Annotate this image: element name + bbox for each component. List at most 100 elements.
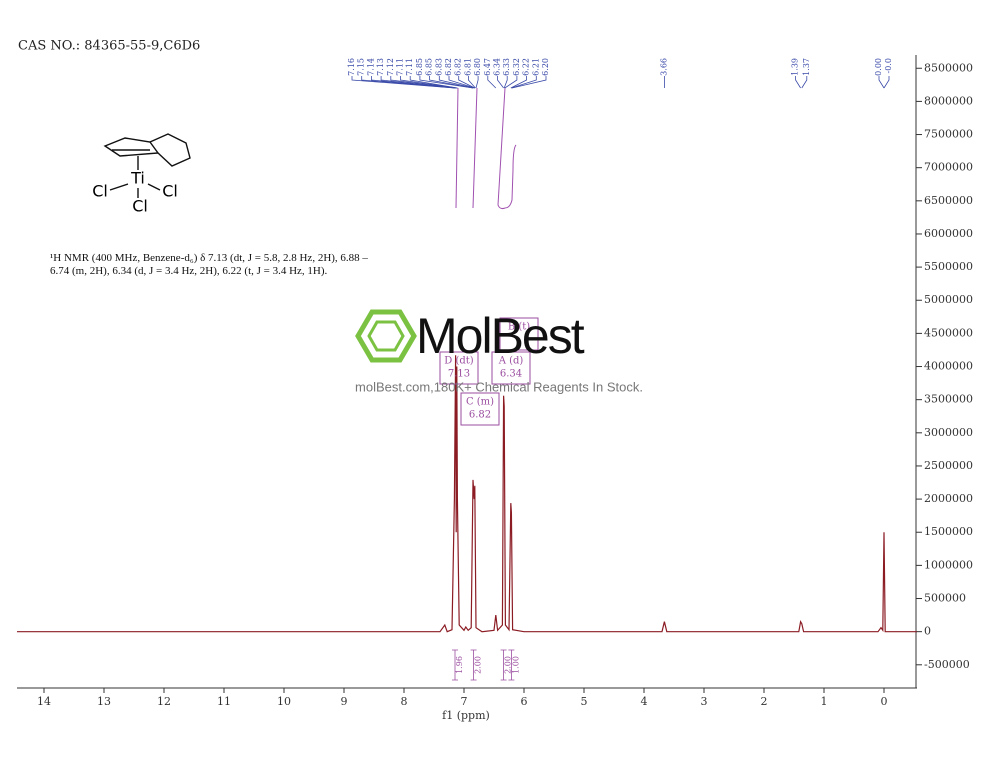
multiplet-label: B (t) <box>508 322 530 333</box>
y-tick-label: 500000 <box>924 592 966 605</box>
peak-connector <box>380 76 457 89</box>
peak-label: 0.00 <box>874 58 883 76</box>
peak-label: 7.11 <box>405 58 414 76</box>
peak-connector <box>883 76 890 89</box>
nmr-description: ¹H NMR (400 MHz, Benzene-d₆) δ 7.13 (dt,… <box>50 252 368 277</box>
peak-label: 6.34 <box>493 58 502 76</box>
structure <box>103 133 191 198</box>
integral-curve <box>497 87 506 210</box>
multiplet-box <box>491 351 531 385</box>
peak-label: 6.32 <box>512 58 521 76</box>
peak-label: -0.0 <box>884 58 893 73</box>
y-tick-label: 5500000 <box>924 260 973 273</box>
cp-ring <box>103 137 160 157</box>
x-tick-label: 3 <box>701 695 708 708</box>
peak-connector <box>429 76 474 89</box>
atom: Cl <box>92 182 108 201</box>
integral-curve <box>472 87 478 209</box>
peak-label: 7.11 <box>396 58 405 76</box>
atom: Cl <box>132 197 148 216</box>
benzo-ring <box>149 133 191 167</box>
peak-connector <box>419 76 474 89</box>
peak-connector <box>400 76 458 89</box>
peak-connector <box>487 76 497 89</box>
x-tick-label: 13 <box>97 695 111 708</box>
peak-label: 6.47 <box>483 58 492 76</box>
peak-connector <box>510 76 527 89</box>
peak-label: 6.81 <box>463 58 472 76</box>
y-tick-label: 5000000 <box>924 293 973 306</box>
y-tick-label: 6500000 <box>924 194 973 207</box>
peak-label: 7.14 <box>366 58 375 76</box>
y-tick-label: 1000000 <box>924 558 973 571</box>
peak-label: 3.66 <box>659 58 668 76</box>
peak-label: 1.37 <box>802 58 811 76</box>
peak-connector <box>438 76 475 89</box>
y-tick-label: 2000000 <box>924 492 973 505</box>
integral-label: 1.96 <box>455 656 464 674</box>
peak-connector <box>795 76 801 89</box>
x-tick-label: 5 <box>581 695 588 708</box>
chart-title: CAS NO.: 84365-55-9,C6D6 <box>18 39 200 54</box>
peak-label: 7.15 <box>357 58 366 76</box>
x-tick-label: 7 <box>461 695 468 708</box>
peak-connector <box>468 76 476 89</box>
peak-connector <box>448 76 475 89</box>
watermark-name: MolBest <box>416 308 585 364</box>
multiplet-label: A (d) <box>498 356 524 367</box>
integral-label: 2.00 <box>504 656 513 674</box>
peak-label: 1.39 <box>791 58 800 76</box>
integral-curves <box>455 87 517 210</box>
peak-connector <box>504 76 518 89</box>
x-tick-label: 9 <box>341 695 348 708</box>
nmr-text-box: ¹H NMR (400 MHz, Benzene-d₆) δ 7.13 (dt,… <box>50 252 368 277</box>
y-tick-label: 8000000 <box>924 94 973 107</box>
x-tick-label: 12 <box>157 695 171 708</box>
peak-label: 7.16 <box>347 58 356 76</box>
x-tick-label: 10 <box>277 695 291 708</box>
multiplet-shift: 6.34 <box>500 369 522 380</box>
multiplet-label: D (dt) <box>444 356 474 367</box>
y-tick-label: 4500000 <box>924 326 973 339</box>
peak-label: 6.83 <box>434 58 443 76</box>
x-tick-label: 11 <box>217 695 231 708</box>
integral-bracket <box>500 649 507 681</box>
peak-label: 7.12 <box>386 58 395 76</box>
peak-label: 6.85 <box>415 58 424 76</box>
y-tick-label: 3000000 <box>924 426 973 439</box>
x-tick-label: 4 <box>641 695 648 708</box>
peak-connector <box>409 76 458 89</box>
peak-label: 6.33 <box>502 58 511 76</box>
peak-label: 6.80 <box>473 58 482 76</box>
integral-label: 1.00 <box>511 656 520 674</box>
x-axis-label: f1 (ppm) <box>442 709 490 722</box>
peak-label: 6.21 <box>531 58 540 76</box>
x-tick-label: 14 <box>37 695 51 708</box>
integral-curve <box>504 144 517 209</box>
spectrum <box>17 355 917 633</box>
multiplet-box <box>460 392 500 426</box>
peak-connector <box>511 76 547 89</box>
multiplet-box <box>499 317 539 351</box>
peak-label: 6.82 <box>444 58 453 76</box>
peak-connector <box>801 76 808 89</box>
y-tick-label: 4000000 <box>924 360 973 373</box>
y-tick-label: 2500000 <box>924 459 973 472</box>
multiplet-box <box>439 351 479 385</box>
peak-connector <box>878 76 885 89</box>
watermark-tagline: molBest.com,180K+ Chemical Reagents In S… <box>355 379 643 394</box>
peak-connector <box>511 76 537 89</box>
x-tick-label: 0 <box>881 695 888 708</box>
multiplet-shift: 6.82 <box>469 410 491 421</box>
peak-label: 6.20 <box>541 58 550 76</box>
y-tick-label: 6000000 <box>924 227 973 240</box>
peak-connector <box>497 76 504 89</box>
y-tick-label: 1500000 <box>924 525 973 538</box>
peak-connector <box>390 76 457 89</box>
logo <box>367 320 405 352</box>
watermark: MolBest molBest.com,180K+ Chemical Reage… <box>355 308 643 394</box>
x-tick-label: 1 <box>821 695 828 708</box>
atom: Ti <box>130 169 145 188</box>
peak-connector <box>503 76 508 89</box>
